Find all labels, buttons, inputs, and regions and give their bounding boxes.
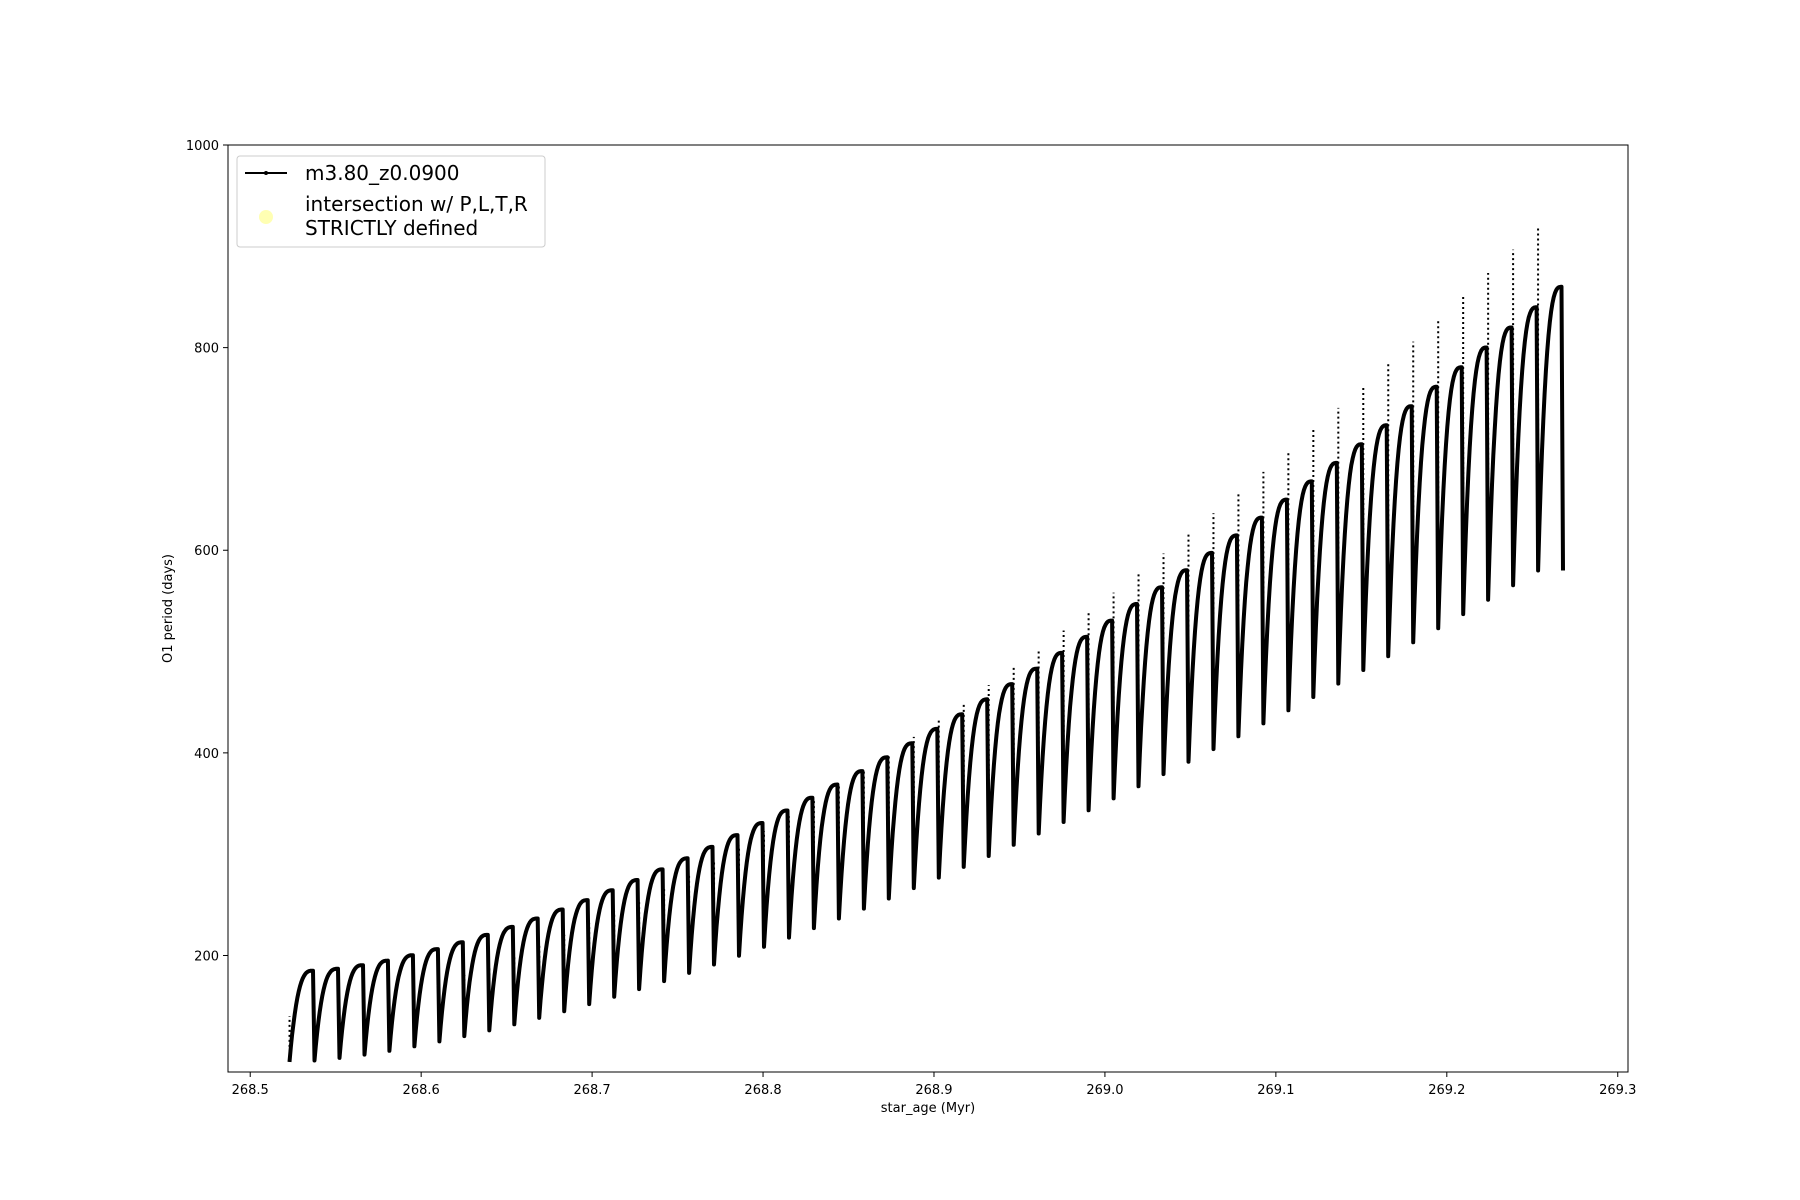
- legend-circle-swatch: [259, 210, 273, 224]
- legend-marker-swatch: [264, 171, 268, 175]
- y-tick-label: 600: [194, 544, 219, 559]
- x-tick-label: 269.3: [1599, 1083, 1636, 1098]
- y-tick-label: 200: [194, 949, 219, 964]
- x-tick-label: 268.6: [403, 1083, 440, 1098]
- x-axis-label: star_age (Myr): [881, 1101, 975, 1116]
- y-tick-label: 800: [194, 342, 219, 357]
- legend: m3.80_z0.0900 intersection w/ P,L,T,R ST…: [236, 155, 546, 248]
- x-tick-label: 268.8: [744, 1083, 781, 1098]
- legend-entry-intersection-line1: intersection w/ P,L,T,R: [305, 192, 528, 216]
- y-tick-label: 400: [194, 747, 219, 762]
- legend-box: [236, 155, 546, 248]
- plot-frame: [227, 144, 1629, 1073]
- legend-entry-series: m3.80_z0.0900: [305, 161, 460, 185]
- y-axis: 200 400 600 800 1000: [186, 139, 228, 964]
- y-tick-label: 1000: [186, 139, 219, 154]
- y-axis-label: O1 period (days): [161, 554, 176, 663]
- x-axis: 268.5 268.6 268.7 268.8 268.9 269.0 269.1 269.2…: [232, 1072, 1636, 1098]
- x-tick-label: 268.9: [915, 1083, 952, 1098]
- spike-group: [288, 226, 1540, 1062]
- x-tick-label: 268.7: [573, 1083, 610, 1098]
- legend-entry-intersection-line2: STRICTLY defined: [305, 216, 478, 240]
- data-marks: [287, 226, 1565, 1063]
- x-tick-label: 269.0: [1086, 1083, 1123, 1098]
- x-tick-label: 269.1: [1257, 1083, 1294, 1098]
- x-tick-label: 269.2: [1428, 1083, 1465, 1098]
- x-tick-label: 268.5: [232, 1083, 269, 1098]
- series-line-m3.80_z0.0900: [287, 284, 1565, 1063]
